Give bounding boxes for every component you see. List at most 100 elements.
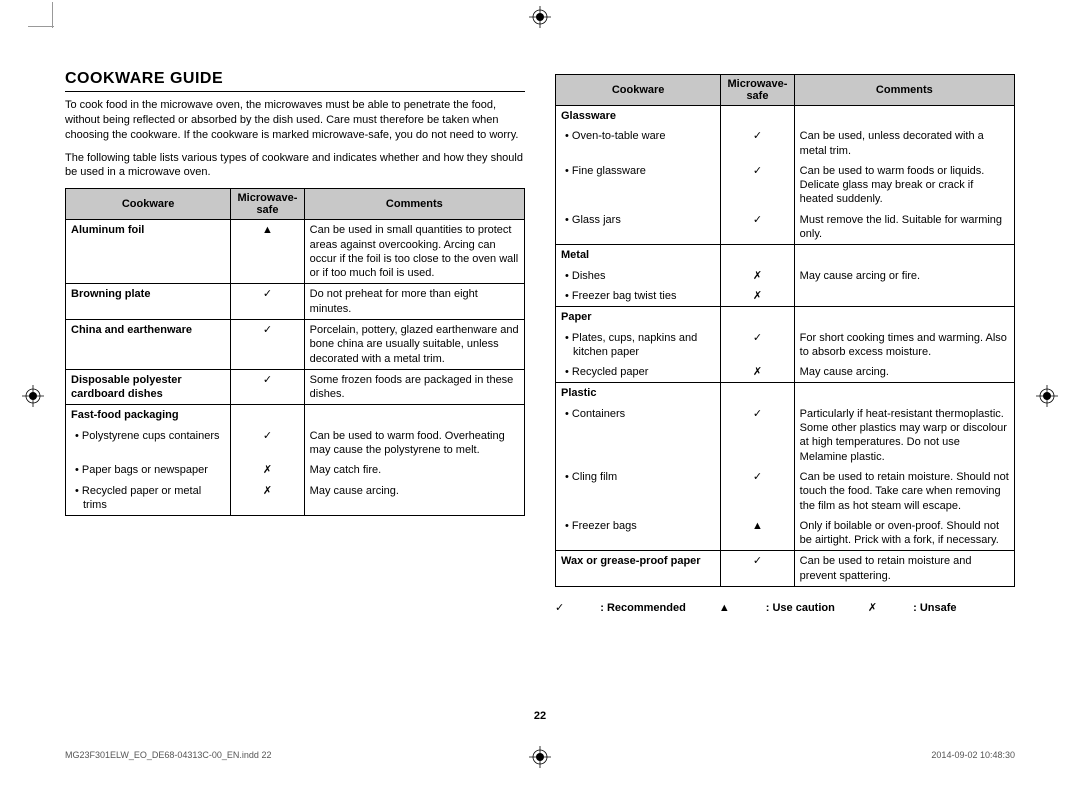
table-row: Disposable polyester cardboard dishes✓So… bbox=[66, 369, 525, 405]
intro-paragraph-1: To cook food in the microwave oven, the … bbox=[65, 98, 525, 143]
intro-paragraph-2: The following table lists various types … bbox=[65, 151, 525, 181]
cell-cookware: Oven-to-table ware bbox=[556, 126, 721, 161]
cell-cookware: Plastic bbox=[556, 383, 721, 404]
table-row: Freezer bag twist ties✗ bbox=[556, 286, 1015, 307]
col-header-cookware: Cookware bbox=[66, 189, 231, 220]
table-row: Containers✓Particularly if heat-resistan… bbox=[556, 404, 1015, 467]
table-row: Plastic bbox=[556, 383, 1015, 404]
cell-comment: Can be used, unless decorated with a met… bbox=[794, 126, 1014, 161]
cell-safe-symbol bbox=[721, 106, 794, 127]
cell-cookware: Freezer bags bbox=[556, 516, 721, 551]
cell-comment: Some frozen foods are packaged in these … bbox=[304, 369, 524, 405]
table-row: Paper bags or newspaper✗May catch fire. bbox=[66, 460, 525, 480]
registration-mark-icon bbox=[1036, 385, 1058, 407]
cell-cookware: Recycled paper bbox=[556, 362, 721, 383]
table-row: China and earthenware✓Porcelain, pottery… bbox=[66, 320, 525, 370]
cell-safe-symbol: ▲ bbox=[231, 220, 304, 284]
page-content: COOKWARE GUIDE To cook food in the micro… bbox=[5, 0, 1075, 614]
right-column: Cookware Microwave-safe Comments Glasswa… bbox=[555, 70, 1015, 614]
table-row: Glass jars✓Must remove the lid. Suitable… bbox=[556, 210, 1015, 245]
footer-filename: MG23F301ELW_EO_DE68-04313C-00_EN.indd 22 bbox=[65, 750, 271, 760]
table-row: Wax or grease-proof paper✓Can be used to… bbox=[556, 551, 1015, 587]
table-row: Recycled paper✗May cause arcing. bbox=[556, 362, 1015, 383]
table-row: Oven-to-table ware✓Can be used, unless d… bbox=[556, 126, 1015, 161]
col-header-safe: Microwave-safe bbox=[231, 189, 304, 220]
cell-safe-symbol bbox=[721, 383, 794, 404]
cell-cookware: Dishes bbox=[556, 266, 721, 286]
cell-cookware: Aluminum foil bbox=[66, 220, 231, 284]
cell-cookware: Freezer bag twist ties bbox=[556, 286, 721, 307]
left-column: COOKWARE GUIDE To cook food in the micro… bbox=[65, 70, 525, 614]
legend-caution: : Use caution bbox=[766, 602, 835, 614]
cell-cookware: Fine glassware bbox=[556, 161, 721, 210]
table-row: Fine glassware✓Can be used to warm foods… bbox=[556, 161, 1015, 210]
cell-safe-symbol: ✓ bbox=[721, 467, 794, 516]
cell-comment: Can be used to retain moisture and preve… bbox=[794, 551, 1014, 587]
cell-comment bbox=[794, 286, 1014, 307]
table-row: Polystyrene cups containers✓Can be used … bbox=[66, 426, 525, 461]
cell-safe-symbol bbox=[231, 405, 304, 426]
cell-cookware: China and earthenware bbox=[66, 320, 231, 370]
cell-cookware: Metal bbox=[556, 245, 721, 266]
cell-cookware: Glassware bbox=[556, 106, 721, 127]
cell-cookware: Paper bbox=[556, 307, 721, 328]
cell-safe-symbol: ✓ bbox=[721, 210, 794, 245]
table-row: Browning plate✓Do not preheat for more t… bbox=[66, 284, 525, 320]
cell-safe-symbol: ✓ bbox=[721, 161, 794, 210]
cell-comment: Only if boilable or oven-proof. Should n… bbox=[794, 516, 1014, 551]
table-row: Fast-food packaging bbox=[66, 405, 525, 426]
cell-cookware: Recycled paper or metal trims bbox=[66, 481, 231, 516]
legend: ✓: Recommended ▲: Use caution ✗: Unsafe bbox=[555, 601, 1015, 614]
col-header-cookware: Cookware bbox=[556, 75, 721, 106]
cell-cookware: Fast-food packaging bbox=[66, 405, 231, 426]
cell-safe-symbol: ✗ bbox=[721, 286, 794, 307]
registration-mark-icon bbox=[22, 385, 44, 407]
page-title: COOKWARE GUIDE bbox=[65, 70, 525, 92]
cell-cookware: Cling film bbox=[556, 467, 721, 516]
crop-mark bbox=[52, 2, 53, 28]
cell-comment bbox=[304, 405, 524, 426]
cell-safe-symbol: ✓ bbox=[721, 551, 794, 587]
table-row: Recycled paper or metal trims✗May cause … bbox=[66, 481, 525, 516]
cell-comment: Particularly if heat-resistant thermopla… bbox=[794, 404, 1014, 467]
cookware-table-left: Cookware Microwave-safe Comments Aluminu… bbox=[65, 188, 525, 516]
cell-safe-symbol bbox=[721, 307, 794, 328]
table-row: Cling film✓Can be used to retain moistur… bbox=[556, 467, 1015, 516]
cell-comment: Porcelain, pottery, glazed earthenware a… bbox=[304, 320, 524, 370]
cell-safe-symbol: ✗ bbox=[231, 481, 304, 516]
page-number: 22 bbox=[534, 710, 546, 722]
cell-comment: Can be used in small quantities to prote… bbox=[304, 220, 524, 284]
table-row: Metal bbox=[556, 245, 1015, 266]
cell-comment: Can be used to warm food. Overheating ma… bbox=[304, 426, 524, 461]
cell-safe-symbol: ✗ bbox=[721, 362, 794, 383]
cell-comment: Can be used to warm foods or liquids. De… bbox=[794, 161, 1014, 210]
registration-mark-icon bbox=[529, 6, 551, 28]
cell-comment bbox=[794, 307, 1014, 328]
cell-comment: May cause arcing. bbox=[794, 362, 1014, 383]
cell-safe-symbol: ✗ bbox=[231, 460, 304, 480]
cell-safe-symbol: ✓ bbox=[231, 284, 304, 320]
cell-safe-symbol: ✓ bbox=[231, 320, 304, 370]
table-row: Paper bbox=[556, 307, 1015, 328]
footer-timestamp: 2014-09-02 10:48:30 bbox=[931, 750, 1015, 760]
cell-safe-symbol: ▲ bbox=[721, 516, 794, 551]
col-header-comments: Comments bbox=[794, 75, 1014, 106]
cell-comment bbox=[794, 106, 1014, 127]
cell-comment: Must remove the lid. Suitable for warmin… bbox=[794, 210, 1014, 245]
cell-comment: May cause arcing or fire. bbox=[794, 266, 1014, 286]
cell-safe-symbol: ✓ bbox=[231, 369, 304, 405]
cell-comment: May catch fire. bbox=[304, 460, 524, 480]
cell-comment: Can be used to retain moisture. Should n… bbox=[794, 467, 1014, 516]
table-row: Dishes✗May cause arcing or fire. bbox=[556, 266, 1015, 286]
cell-cookware: Plates, cups, napkins and kitchen paper bbox=[556, 328, 721, 363]
registration-mark-icon bbox=[529, 746, 551, 768]
cell-cookware: Paper bags or newspaper bbox=[66, 460, 231, 480]
cell-cookware: Disposable polyester cardboard dishes bbox=[66, 369, 231, 405]
cell-safe-symbol: ✓ bbox=[231, 426, 304, 461]
cell-comment: Do not preheat for more than eight minut… bbox=[304, 284, 524, 320]
legend-unsafe: : Unsafe bbox=[913, 602, 956, 614]
cookware-table-right: Cookware Microwave-safe Comments Glasswa… bbox=[555, 74, 1015, 587]
legend-recommended: : Recommended bbox=[600, 602, 686, 614]
table-row: Plates, cups, napkins and kitchen paper✓… bbox=[556, 328, 1015, 363]
cell-cookware: Wax or grease-proof paper bbox=[556, 551, 721, 587]
